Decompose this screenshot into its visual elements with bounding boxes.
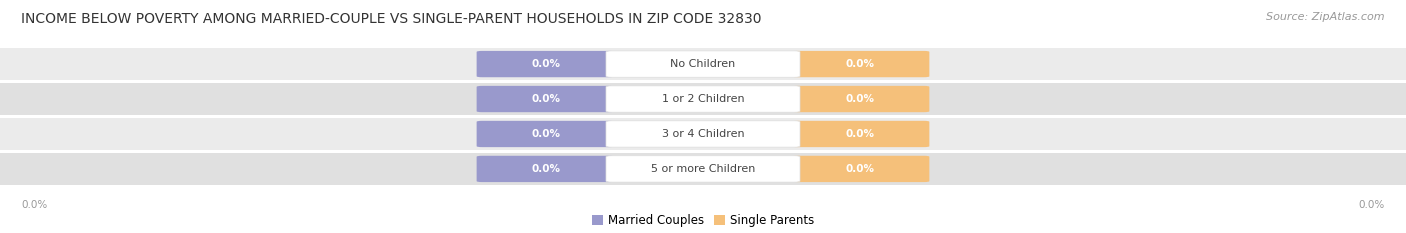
Text: 1 or 2 Children: 1 or 2 Children — [662, 94, 744, 104]
Text: 0.0%: 0.0% — [846, 164, 875, 174]
FancyBboxPatch shape — [477, 121, 614, 147]
Text: Source: ZipAtlas.com: Source: ZipAtlas.com — [1267, 12, 1385, 22]
FancyBboxPatch shape — [606, 121, 800, 147]
Text: 5 or more Children: 5 or more Children — [651, 164, 755, 174]
Text: 0.0%: 0.0% — [1358, 200, 1385, 210]
FancyBboxPatch shape — [606, 156, 800, 182]
Bar — [0, 48, 1406, 80]
Text: 0.0%: 0.0% — [531, 94, 560, 104]
FancyBboxPatch shape — [792, 86, 929, 112]
Bar — [0, 83, 1406, 115]
FancyBboxPatch shape — [792, 156, 929, 182]
Text: 0.0%: 0.0% — [846, 59, 875, 69]
Text: 0.0%: 0.0% — [21, 200, 48, 210]
FancyBboxPatch shape — [477, 86, 614, 112]
Text: 0.0%: 0.0% — [531, 129, 560, 139]
FancyBboxPatch shape — [477, 51, 614, 77]
Text: No Children: No Children — [671, 59, 735, 69]
FancyBboxPatch shape — [606, 86, 800, 112]
Text: 0.0%: 0.0% — [846, 129, 875, 139]
FancyBboxPatch shape — [477, 156, 614, 182]
Bar — [0, 153, 1406, 185]
Text: 3 or 4 Children: 3 or 4 Children — [662, 129, 744, 139]
Text: 0.0%: 0.0% — [531, 164, 560, 174]
FancyBboxPatch shape — [792, 121, 929, 147]
Text: INCOME BELOW POVERTY AMONG MARRIED-COUPLE VS SINGLE-PARENT HOUSEHOLDS IN ZIP COD: INCOME BELOW POVERTY AMONG MARRIED-COUPL… — [21, 12, 762, 26]
Legend: Married Couples, Single Parents: Married Couples, Single Parents — [592, 214, 814, 227]
Bar — [0, 118, 1406, 150]
Text: 0.0%: 0.0% — [846, 94, 875, 104]
Text: 0.0%: 0.0% — [531, 59, 560, 69]
FancyBboxPatch shape — [792, 51, 929, 77]
FancyBboxPatch shape — [606, 51, 800, 77]
